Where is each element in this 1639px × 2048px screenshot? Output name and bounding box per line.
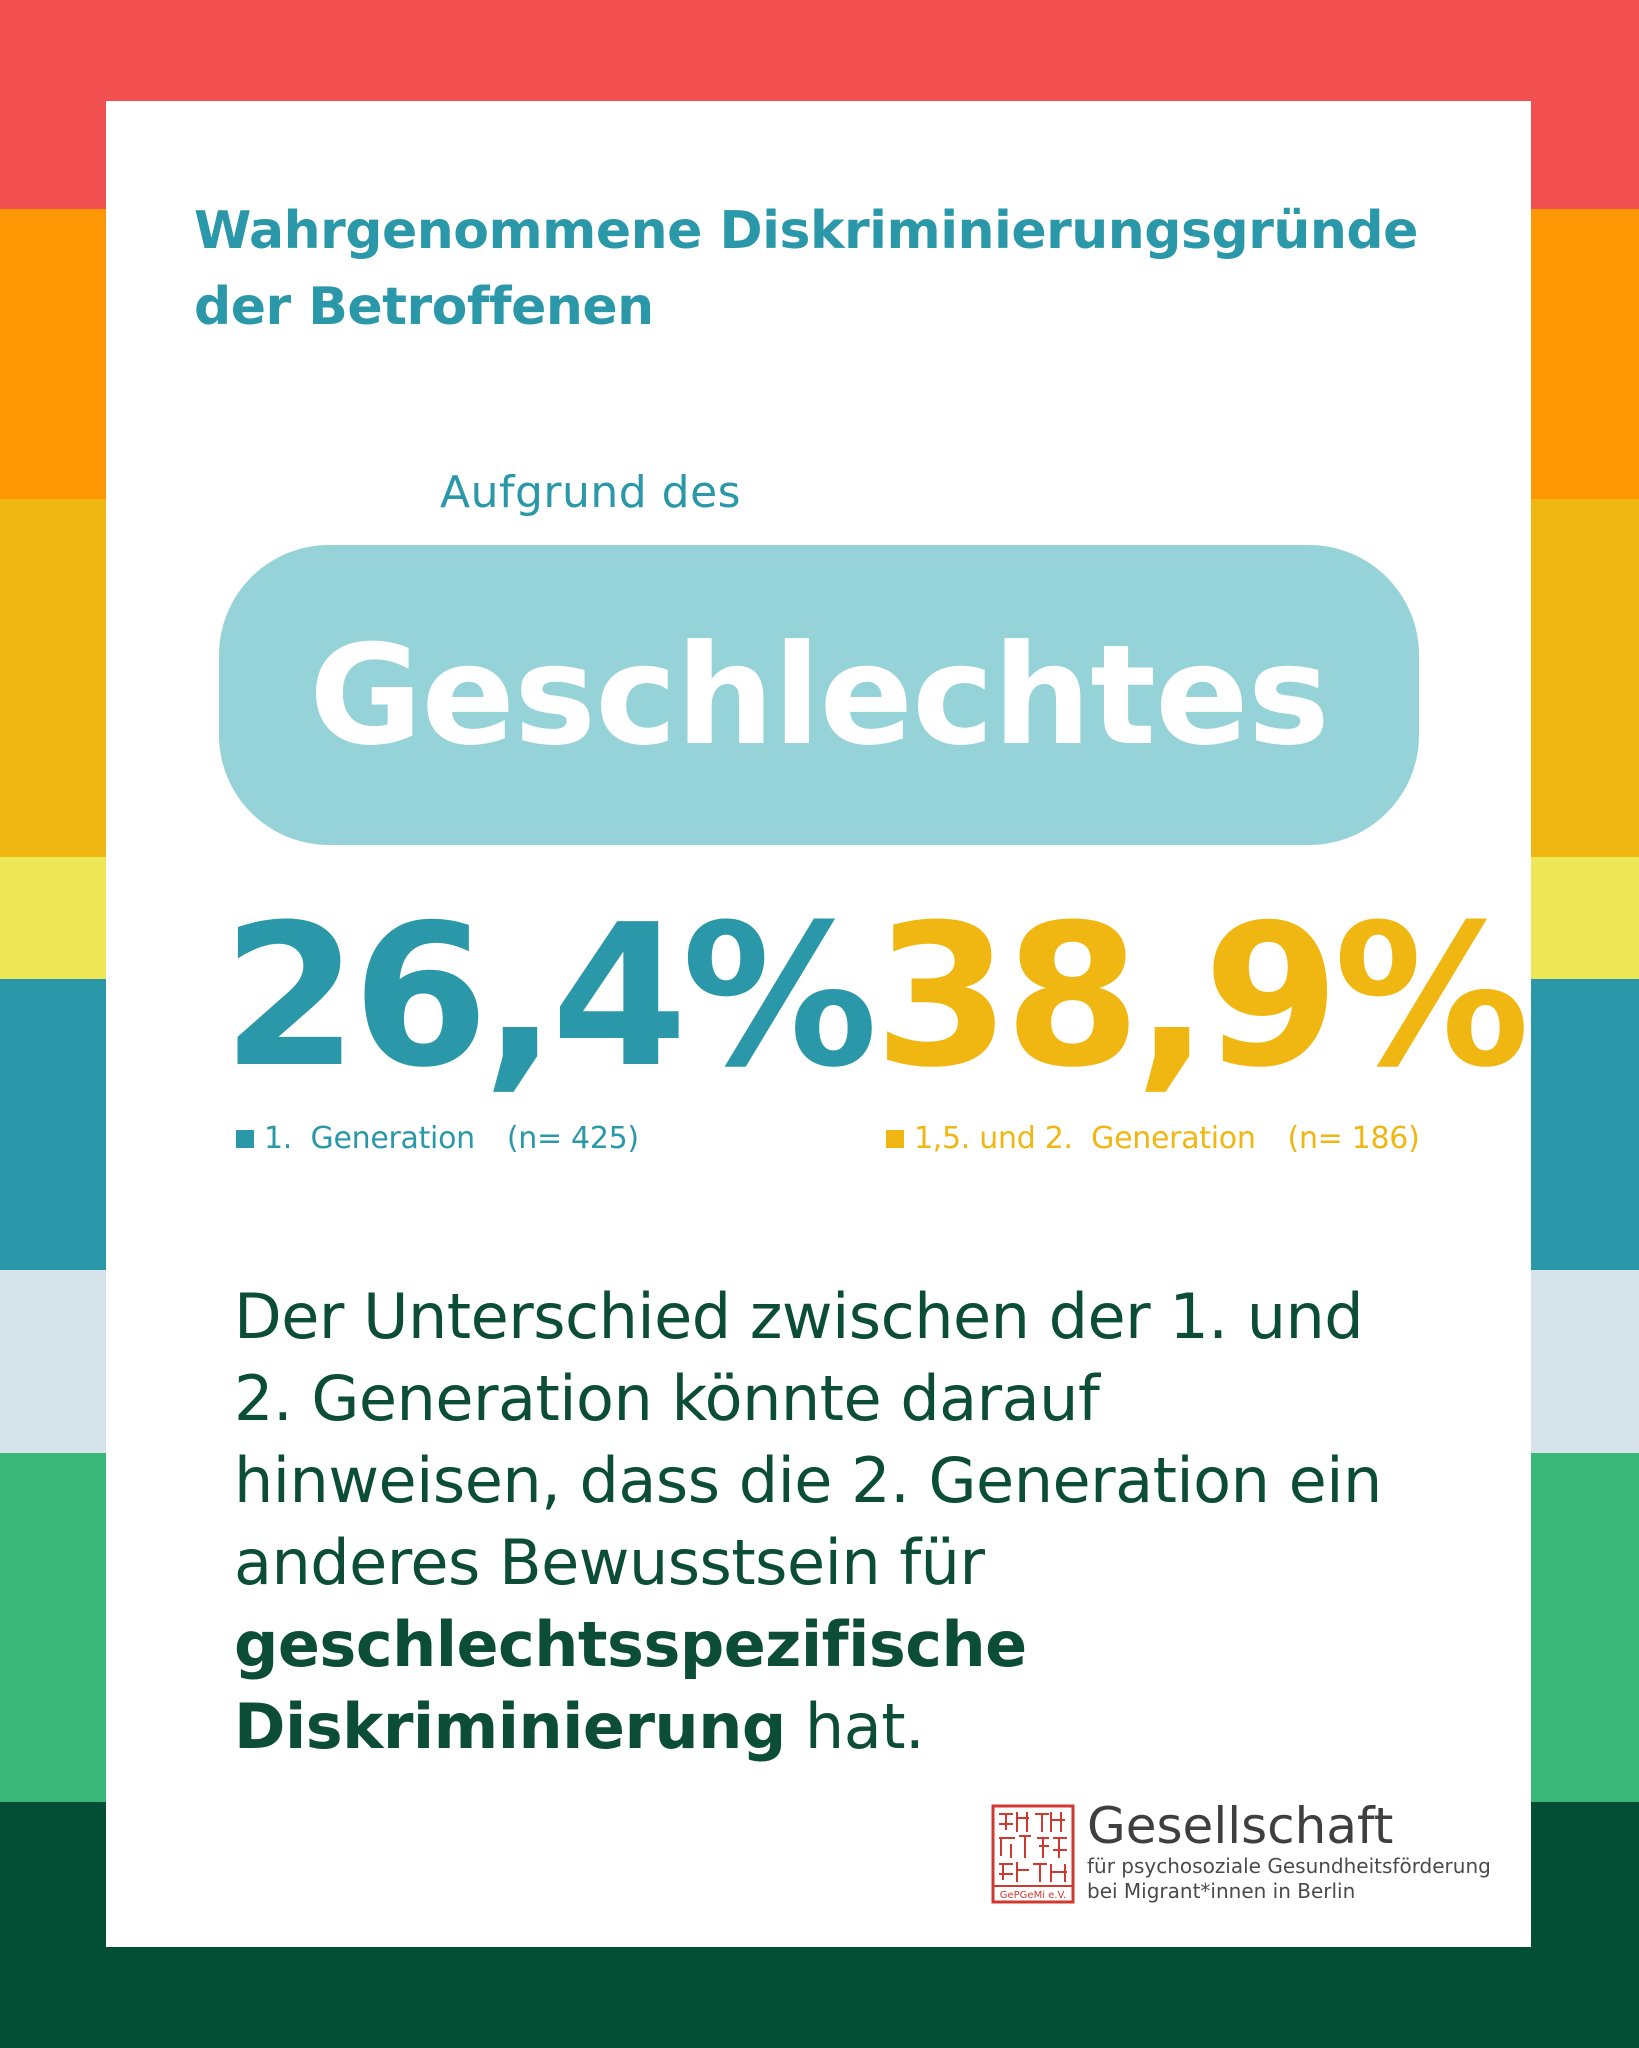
legend-swatch-teal xyxy=(236,1129,254,1148)
headline-line-2: der Betroffenen xyxy=(194,277,654,337)
highlight-pill: Geschlechtes xyxy=(219,545,1419,845)
body-text-part-2: hat. xyxy=(785,1690,925,1763)
pre-label: Aufgrund des xyxy=(440,467,742,518)
body-text-bold: geschlechtsspezifische Diskriminierung xyxy=(234,1608,1027,1763)
pill-word: Geschlechtes xyxy=(309,614,1330,776)
legend-group-label: 1,5. und 2. Generation xyxy=(914,1121,1256,1156)
legend-first-generation: 1. Generation (n= 425) xyxy=(236,1121,639,1156)
legend-group-label: 1. Generation xyxy=(264,1121,475,1156)
legend-second-generation: 1,5. und 2. Generation (n= 186) xyxy=(886,1121,1420,1156)
organization-text: Gesellschaft für psychosoziale Gesundhei… xyxy=(1087,1798,1491,1904)
seal-caption: GePGeMi e.V. xyxy=(1000,1890,1066,1901)
headline-line-1: Wahrgenommene Diskriminierungsgründe xyxy=(194,201,1418,261)
body-text-part-1: Der Unterschied zwischen der 1. und 2. G… xyxy=(234,1280,1382,1599)
legend-sample-size: (n= 186) xyxy=(1287,1121,1420,1156)
headline: Wahrgenommene Diskriminierungsgründe der… xyxy=(194,193,1434,345)
seal-stamp-icon: GePGeMi e.V. xyxy=(991,1804,1075,1904)
organization-logo: GePGeMi e.V. Gesellschaft für psychosozi… xyxy=(991,1798,1491,1904)
legend-swatch-yellow xyxy=(886,1129,904,1148)
legend-sample-size: (n= 425) xyxy=(506,1121,639,1156)
stat-value-second-generation: 38,9% xyxy=(874,883,1530,1111)
organization-subtitle-line-1: für psychosoziale Gesundheitsförderung xyxy=(1087,1854,1491,1878)
organization-subtitle-line-2: bei Migrant*innen in Berlin xyxy=(1087,1879,1356,1903)
stat-value-first-generation: 26,4% xyxy=(222,883,878,1111)
info-card: Wahrgenommene Diskriminierungsgründe der… xyxy=(106,101,1531,1947)
body-text: Der Unterschied zwischen der 1. und 2. G… xyxy=(234,1276,1414,1768)
organization-name: Gesellschaft xyxy=(1087,1797,1394,1855)
